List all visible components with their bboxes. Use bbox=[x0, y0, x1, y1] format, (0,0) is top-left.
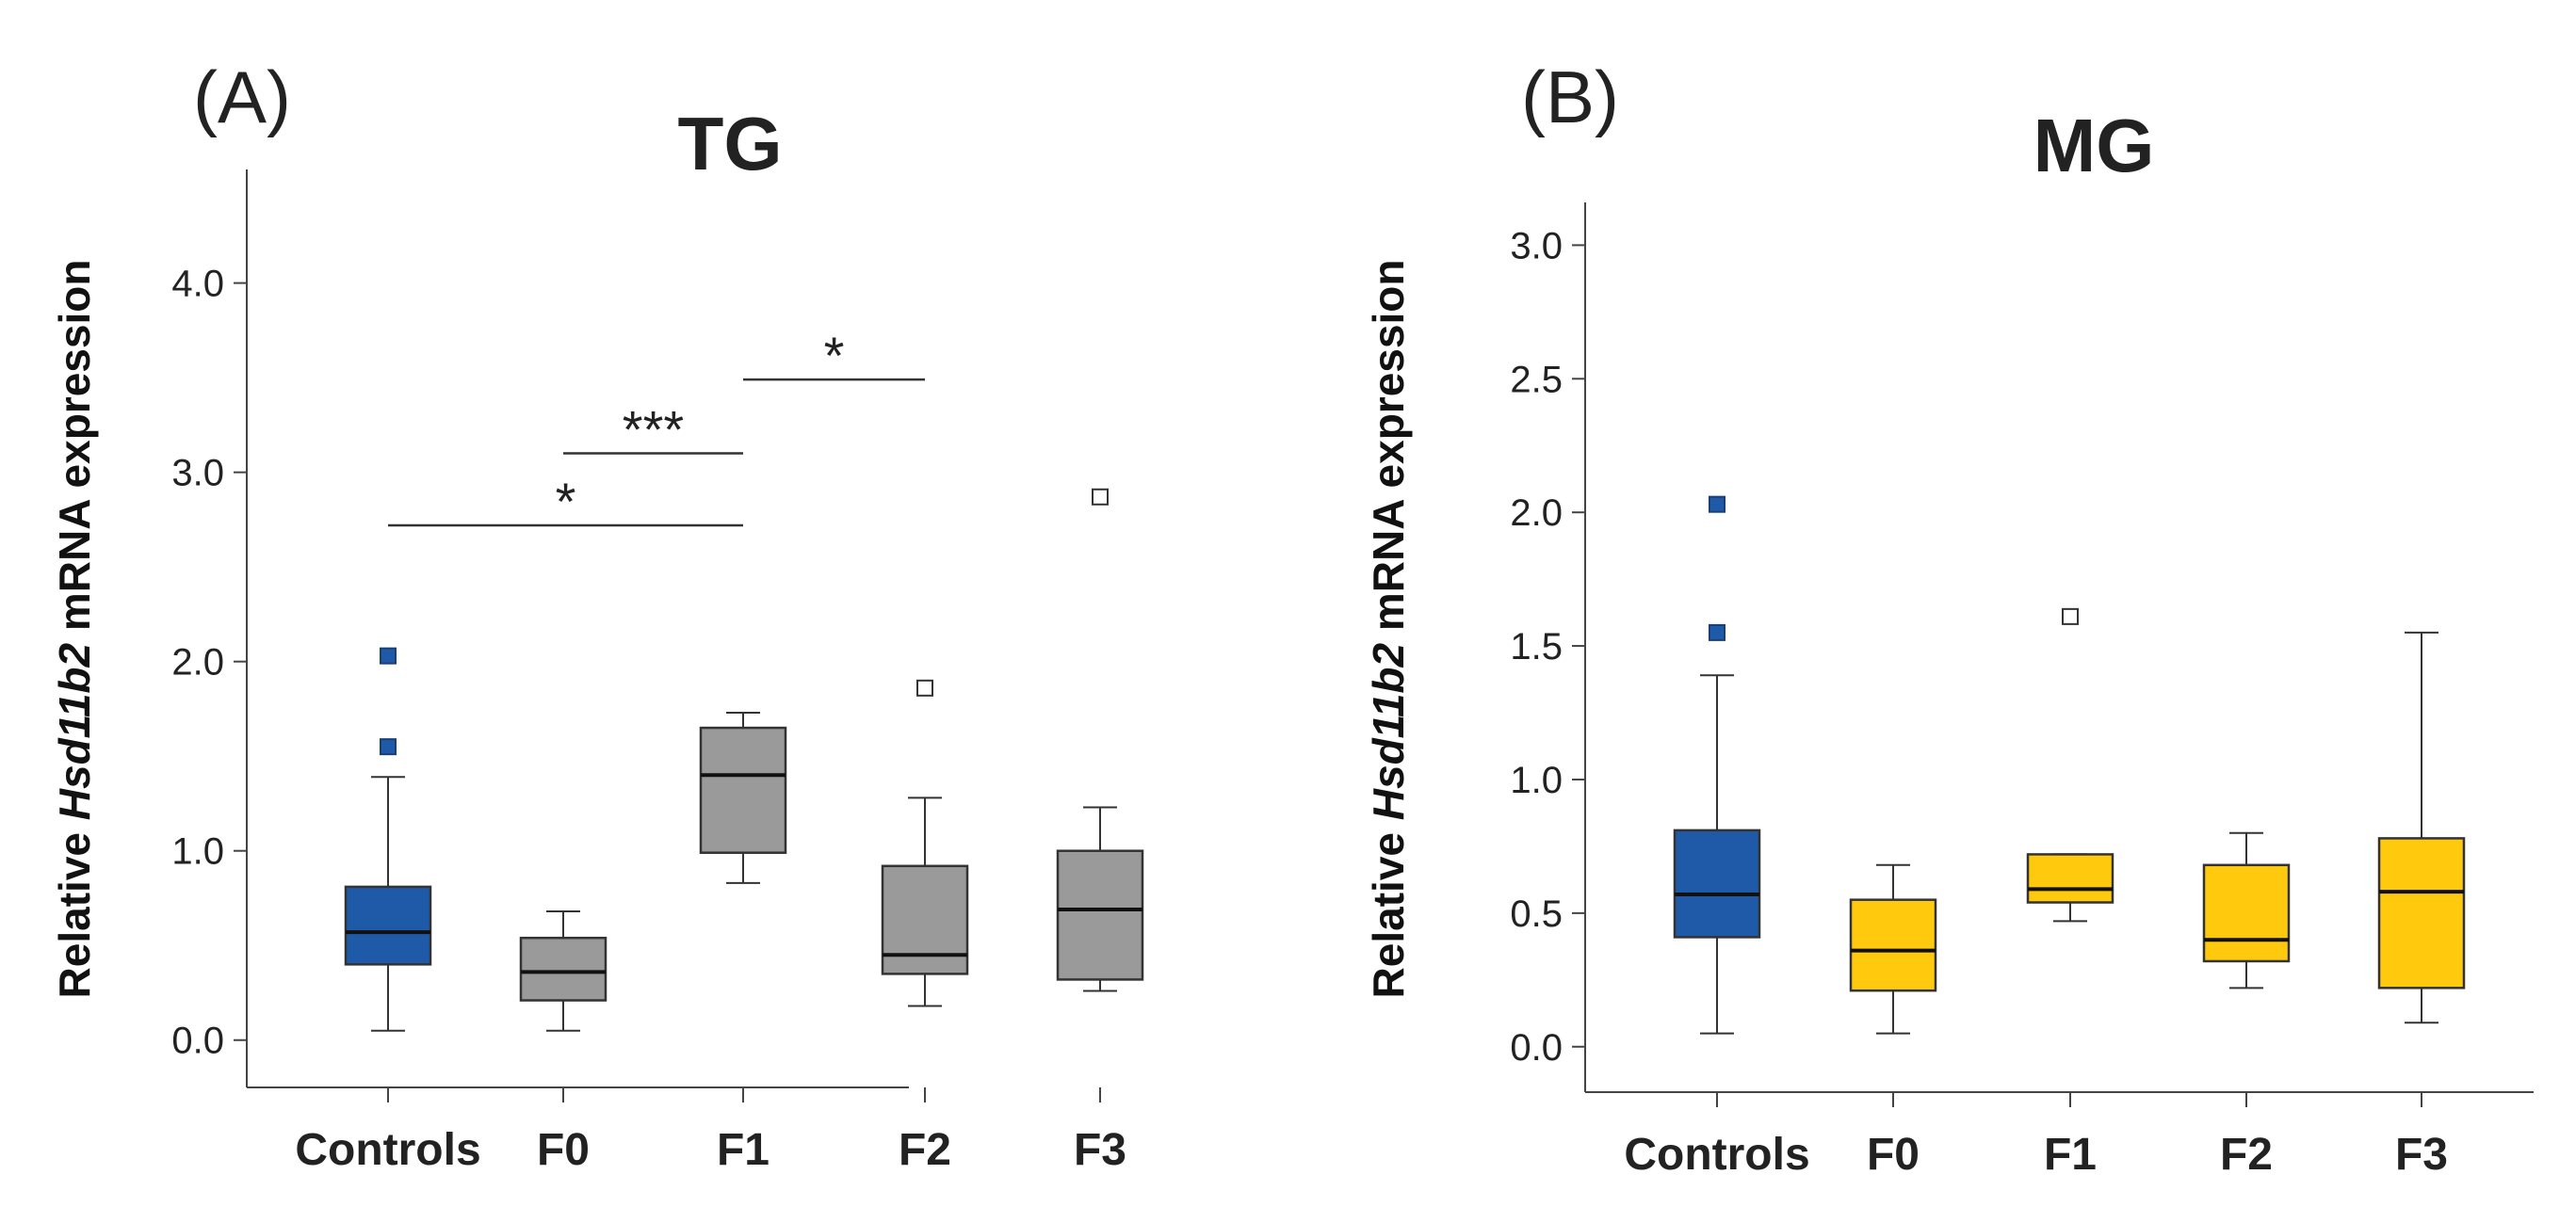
box-controls bbox=[1673, 495, 1761, 1035]
outlier-point bbox=[2062, 607, 2079, 625]
box-f0 bbox=[1849, 863, 1937, 1035]
chart-title: TG bbox=[677, 102, 782, 185]
y-axis-label: Relative Hsd11b2 mRNA expression bbox=[1364, 260, 1413, 999]
significance-label: * bbox=[556, 472, 576, 531]
y-tick-label: 0.0 bbox=[1510, 1027, 1563, 1069]
y-tick-label: 4.0 bbox=[171, 264, 224, 305]
x-tick-label: F2 bbox=[899, 1125, 951, 1175]
y-axis-label-part: Hsd11b2 bbox=[50, 642, 99, 820]
box-controls bbox=[344, 647, 432, 1032]
y-tick-label: 3.0 bbox=[171, 453, 224, 494]
box-f2 bbox=[881, 679, 969, 1007]
y-axis-label-part: Hsd11b2 bbox=[1364, 642, 1413, 820]
outlier-point bbox=[1709, 623, 1725, 641]
box-iqr bbox=[1056, 849, 1144, 981]
box-f1 bbox=[2026, 607, 2114, 923]
x-tick-label: F2 bbox=[2220, 1130, 2273, 1180]
x-tick-label: F1 bbox=[717, 1125, 770, 1175]
outlier-point bbox=[1709, 495, 1725, 513]
y-tick-label: 0.0 bbox=[171, 1021, 224, 1062]
box-iqr bbox=[1673, 829, 1761, 939]
x-tick-label: F3 bbox=[2395, 1130, 2448, 1180]
x-tick-label: F3 bbox=[1074, 1125, 1126, 1175]
box-iqr bbox=[2026, 853, 2114, 904]
y-tick-label: 2.0 bbox=[1510, 492, 1563, 534]
y-tick-label: 1.0 bbox=[1510, 760, 1563, 801]
chart-panel-b: (B) MG Relative Hsd11b2 mRNA expression 0.0… bbox=[1364, 56, 2534, 1180]
outlier-point bbox=[380, 647, 397, 665]
box-iqr bbox=[519, 936, 608, 1002]
x-tick-label: Controls bbox=[295, 1125, 480, 1175]
y-tick-label: 2.5 bbox=[1510, 359, 1563, 400]
box-f2 bbox=[2202, 831, 2291, 990]
x-tick-label: F0 bbox=[537, 1125, 590, 1175]
x-tick-label: F1 bbox=[2044, 1130, 2097, 1180]
significance-label: * bbox=[824, 326, 845, 385]
x-tick-label: F0 bbox=[1867, 1130, 1920, 1180]
y-tick-label: 3.0 bbox=[1510, 225, 1563, 266]
outlier-point bbox=[1092, 488, 1109, 506]
y-tick-label: 1.5 bbox=[1510, 626, 1563, 668]
box-iqr bbox=[1849, 898, 1937, 992]
outlier-point bbox=[916, 679, 933, 697]
y-tick-label: 1.0 bbox=[171, 831, 224, 873]
y-tick-label: 0.5 bbox=[1510, 893, 1563, 935]
box-iqr bbox=[699, 726, 787, 854]
panel-label: (A) bbox=[193, 56, 291, 138]
y-axis-label: Relative Hsd11b2 mRNA expression bbox=[50, 260, 99, 999]
x-tick-label: Controls bbox=[1624, 1130, 1809, 1180]
y-tick-label: 2.0 bbox=[171, 642, 224, 684]
box-iqr bbox=[2377, 837, 2466, 990]
y-axis-label-part: Relative bbox=[50, 820, 99, 998]
y-axis-label-part: mRNA expression bbox=[50, 260, 99, 643]
box-f0 bbox=[519, 910, 608, 1032]
y-axis-label-part: mRNA expression bbox=[1364, 260, 1413, 643]
box-iqr bbox=[881, 864, 969, 975]
box-iqr bbox=[2202, 863, 2291, 963]
box-f1 bbox=[699, 711, 787, 884]
chart-panel-a: (A) TG Relative Hsd11b2 mRNA expression 0.0… bbox=[50, 56, 1144, 1175]
outlier-point bbox=[380, 738, 397, 756]
chart-title: MG bbox=[2033, 104, 2155, 187]
y-axis-label-part: Relative bbox=[1364, 820, 1413, 998]
significance-label: *** bbox=[623, 400, 684, 459]
box-iqr bbox=[344, 885, 432, 966]
panel-label: (B) bbox=[1521, 56, 1619, 138]
box-f3 bbox=[1056, 488, 1144, 992]
box-f3 bbox=[2377, 631, 2466, 1024]
